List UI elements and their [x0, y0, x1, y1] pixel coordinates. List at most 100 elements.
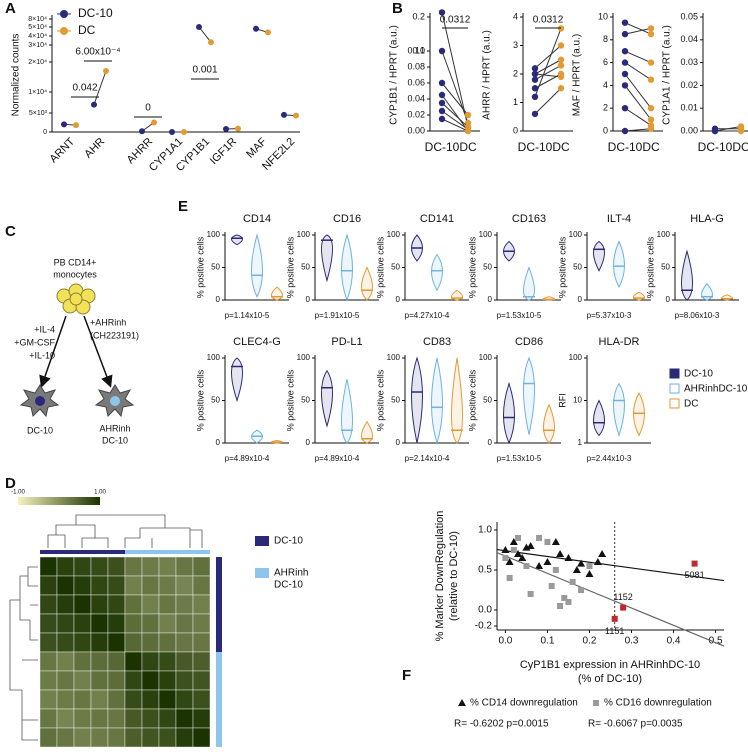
- heatmap-cell: [39, 670, 58, 691]
- regression-line: [496, 548, 725, 582]
- dot: [621, 59, 629, 66]
- pair-line: [534, 65, 562, 81]
- y-axis-label: RFI: [557, 393, 567, 408]
- heatmap-cell: [175, 727, 194, 748]
- colorbar-label: 1.00: [94, 490, 106, 496]
- dot: [73, 122, 79, 129]
- legend-label: % CD16 downregulation: [604, 698, 712, 709]
- legend-label: % CD14 downregulation: [470, 698, 578, 709]
- y-tick-label: 5×10³: [29, 110, 48, 117]
- heatmap-cell: [158, 727, 177, 748]
- p-value: p=1.91x10-5: [315, 311, 360, 320]
- x-tick-label: IGF1R: [208, 136, 239, 167]
- group-bar: [108, 550, 125, 554]
- heatmap-cell: [107, 727, 126, 748]
- violin: [633, 391, 645, 437]
- y-tick-label: 0: [603, 125, 608, 135]
- group-bar: [216, 652, 222, 671]
- x-axis-label: CyP1B1 expression in AHRinhDC-10: [520, 659, 700, 671]
- heatmap-cell: [124, 708, 143, 729]
- group-bar: [57, 550, 74, 554]
- diagram-text: PB CD14+: [54, 257, 97, 267]
- dot: [647, 116, 655, 123]
- point: [510, 547, 517, 553]
- heatmap-cell: [56, 727, 75, 748]
- group-bar: [216, 576, 222, 595]
- x-tick-label: DC: [552, 140, 570, 154]
- y-axis-label: % positive cells: [467, 369, 477, 431]
- dot: [647, 105, 655, 112]
- dot: [647, 59, 655, 66]
- heatmap-cell: [39, 727, 58, 748]
- heatmap-cell: [158, 708, 177, 729]
- heatmap-cell: [175, 689, 194, 710]
- heatmap-cell: [175, 708, 194, 729]
- dot: [621, 82, 629, 89]
- heatmap-cell: [141, 613, 160, 634]
- y-tick-label: 100: [297, 353, 311, 362]
- diagram: PB CD14+ monocytes +IL-4 +GM-CSF +IL-10 …: [14, 257, 139, 445]
- y-tick-label: 100: [657, 230, 671, 239]
- heatmap-cell: [90, 727, 109, 748]
- y-axis-label: % positive cells: [467, 236, 477, 298]
- heatmap-cell: [39, 613, 58, 634]
- pair-line: [441, 110, 469, 130]
- group-bar: [142, 550, 159, 554]
- y-tick-label: 0: [306, 438, 311, 447]
- heatmap-cell: [73, 670, 92, 691]
- legend-label: DC: [684, 399, 698, 410]
- violin: [701, 282, 713, 301]
- point: [527, 591, 534, 597]
- pair-line: [534, 59, 562, 75]
- point-label: 1151: [605, 626, 624, 636]
- dot: [293, 112, 299, 119]
- point: [514, 550, 523, 557]
- annotation: 0: [145, 103, 151, 114]
- point: [536, 535, 543, 541]
- pair-line: [624, 62, 652, 81]
- point: [572, 566, 581, 573]
- arrow: [39, 315, 67, 388]
- y-axis-label: AHRR / HPRT (a.u.): [482, 30, 493, 120]
- y-tick-label: 0: [216, 438, 221, 447]
- violin: [321, 234, 333, 283]
- y-tick-label: 0.00: [407, 125, 425, 135]
- dot: [531, 65, 539, 72]
- heatmap-cell: [141, 556, 160, 577]
- heatmap-cell: [175, 613, 194, 634]
- violin: [593, 399, 605, 437]
- group-bar: [216, 557, 222, 576]
- heatmap-cell: [73, 689, 92, 710]
- heatmap-cell: [141, 632, 160, 653]
- heatmap-cell: [141, 651, 160, 672]
- p-value: p=5.37x10-3: [587, 311, 632, 320]
- diagram-text: monocytes: [53, 269, 97, 279]
- point: [564, 554, 573, 561]
- y-tick-label: 0.05: [680, 11, 698, 21]
- x-tick-label: AHR: [82, 136, 107, 161]
- stats: R= -0.6067 p=0.0035: [588, 719, 683, 730]
- heatmap-cell: [73, 575, 92, 596]
- heatmap-cell: [158, 670, 177, 691]
- x-tick-label: 0.5: [709, 636, 723, 647]
- y-tick-label: 50: [391, 396, 400, 405]
- group-bar: [216, 595, 222, 614]
- heatmap-cell: [107, 689, 126, 710]
- x-axis-label: (% of DC-10): [578, 673, 642, 685]
- heatmap-cell: [192, 594, 211, 615]
- y-tick-label: 50: [211, 263, 220, 272]
- point: [593, 558, 602, 565]
- y-tick-label: 0.2: [412, 11, 425, 21]
- heatmap-cell: [39, 594, 58, 615]
- point: [593, 700, 599, 706]
- dot: [151, 119, 157, 126]
- violin: [613, 240, 625, 289]
- y-tick-label: 50: [301, 263, 310, 272]
- diagram-text: DC-10: [102, 435, 128, 445]
- plot-title: ILT-4: [607, 213, 631, 225]
- p-value: p=4.89x10-4: [315, 454, 360, 463]
- y-tick-label: 100: [569, 353, 583, 362]
- dot: [621, 105, 629, 112]
- pair-line: [198, 26, 212, 43]
